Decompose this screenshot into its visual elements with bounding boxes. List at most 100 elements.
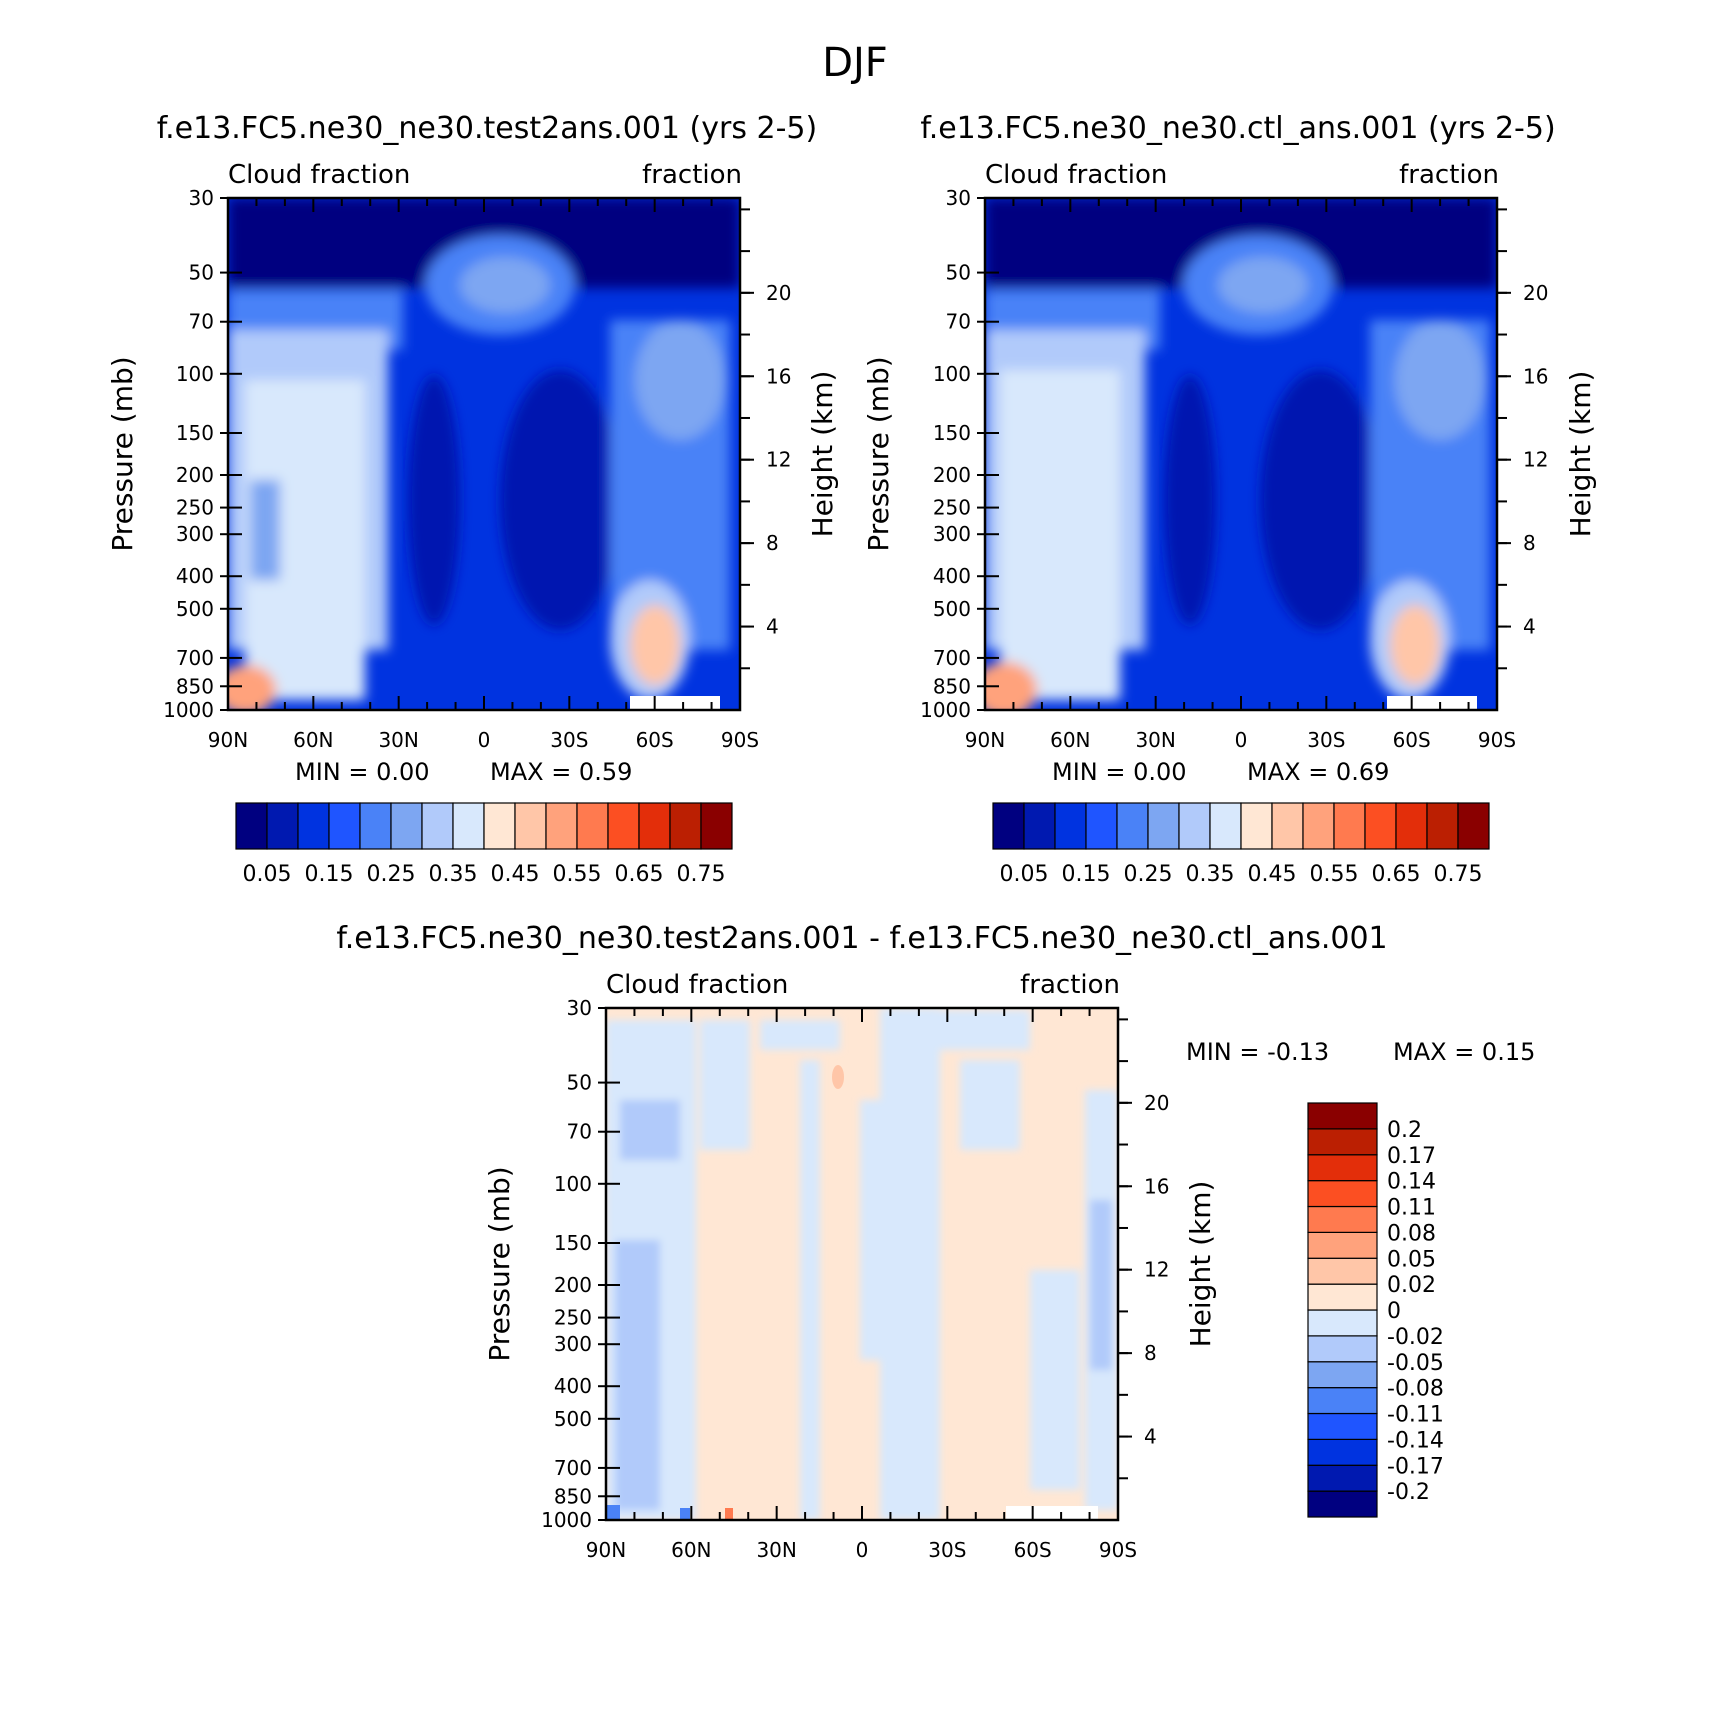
- colorbar-label: 0.2: [1387, 1118, 1422, 1143]
- colorbar-label: 0.05: [1387, 1247, 1436, 1272]
- y-tick-label: 50: [567, 1071, 592, 1095]
- colorbar-swatch: [1307, 1335, 1378, 1363]
- panel-difference: f.e13.FC5.ne30_ne30.test2ans.001 - f.e13…: [336, 921, 1535, 1562]
- colorbar-label: -0.14: [1387, 1428, 1444, 1453]
- colorbar-label: 0.75: [1434, 862, 1483, 887]
- colorbar-swatch: [1457, 802, 1490, 850]
- y-axis-label: Pressure (mb): [483, 1166, 516, 1361]
- contour-field: [228, 198, 740, 710]
- figure-title: DJF: [822, 40, 888, 86]
- colorbar-label: -0.17: [1387, 1454, 1444, 1479]
- colorbar-swatch: [359, 802, 392, 850]
- colorbar-label: 0.05: [243, 862, 292, 887]
- x-tick-label: 60N: [671, 1538, 711, 1562]
- panel-control: f.e13.FC5.ne30_ne30.ctl_ans.001 (yrs 2-5…: [862, 111, 1597, 887]
- colorbar-swatch: [1116, 802, 1149, 850]
- y2-tick-label: 4: [1144, 1425, 1157, 1449]
- y-tick-label: 100: [176, 362, 214, 386]
- colorbar-swatch: [1307, 1387, 1378, 1415]
- x-tick-label: 90S: [1099, 1538, 1137, 1562]
- y2-tick-label: 16: [766, 364, 791, 388]
- colorbar-swatch: [421, 802, 454, 850]
- colorbar-label: 0.65: [615, 862, 664, 887]
- y-tick-label: 850: [176, 674, 214, 698]
- right-label: fraction: [1399, 160, 1499, 190]
- colorbar-swatch: [1307, 1128, 1378, 1156]
- colorbar-label: 0.14: [1387, 1170, 1436, 1195]
- y-tick-label: 100: [933, 362, 971, 386]
- colorbar-label: -0.2: [1387, 1480, 1430, 1505]
- y-tick-label: 250: [933, 496, 971, 520]
- colorbar-swatch: [1054, 802, 1087, 850]
- colorbar: 0.20.170.140.110.080.050.020-0.02-0.05-0…: [1307, 1102, 1444, 1518]
- x-tick-label: 30S: [550, 728, 588, 752]
- y-tick-label: 150: [933, 421, 971, 445]
- colorbar-swatch: [328, 802, 361, 850]
- colorbar-label: -0.11: [1387, 1403, 1444, 1428]
- colorbar-swatch: [1240, 802, 1273, 850]
- y2-tick-label: 4: [766, 615, 779, 639]
- colorbar-swatch: [514, 802, 547, 850]
- y-tick-label: 250: [176, 496, 214, 520]
- y-tick-label: 150: [176, 421, 214, 445]
- y-tick-label: 1000: [163, 698, 214, 722]
- colorbar-label: 0.65: [1372, 862, 1421, 887]
- x-tick-label: 60S: [1014, 1538, 1052, 1562]
- colorbar-label: 0.15: [1062, 862, 1111, 887]
- colorbar-label: 0.35: [429, 862, 478, 887]
- x-tick-label: 30N: [756, 1538, 796, 1562]
- colorbar-swatch: [1307, 1257, 1378, 1285]
- y2-tick-label: 20: [766, 281, 791, 305]
- y2-axis-label: Height (km): [1184, 1181, 1217, 1348]
- x-tick-label: 90N: [965, 728, 1005, 752]
- y-tick-label: 200: [554, 1273, 592, 1297]
- y-tick-label: 30: [189, 186, 214, 210]
- colorbar-swatch: [545, 802, 578, 850]
- colorbar-swatch: [576, 802, 609, 850]
- min-text: MIN = 0.00: [1052, 758, 1187, 786]
- y2-tick-label: 8: [1523, 531, 1536, 555]
- x-tick-label: 60N: [293, 728, 333, 752]
- colorbar-label: 0.11: [1387, 1196, 1436, 1221]
- colorbar-label: -0.05: [1387, 1351, 1444, 1376]
- colorbar-swatch: [1307, 1180, 1378, 1208]
- y-tick-label: 500: [554, 1407, 592, 1431]
- colorbar-label: 0.25: [1124, 862, 1173, 887]
- axes: 90N 60N 30N 0 30S 60S 90S 30 50 70 100 150 200 250300…: [541, 996, 1169, 1562]
- x-tick-label: 30N: [1135, 728, 1175, 752]
- colorbar-swatch: [1178, 802, 1211, 850]
- right-label: fraction: [1020, 970, 1120, 1000]
- y-tick-label: 100: [554, 1172, 592, 1196]
- y-axis-label: Pressure (mb): [106, 356, 139, 551]
- colorbar-swatch: [1307, 1412, 1378, 1440]
- x-tick-label: 30N: [378, 728, 418, 752]
- y-tick-label: 300: [176, 522, 214, 546]
- colorbar-label: 0.35: [1186, 862, 1235, 887]
- colorbar-label: 0.45: [1248, 862, 1297, 887]
- x-tick-label: 0: [1235, 728, 1248, 752]
- y-tick-label: 70: [946, 310, 971, 334]
- colorbar-swatch: [1302, 802, 1335, 850]
- y2-tick-label: 16: [1144, 1174, 1169, 1198]
- y-tick-label: 500: [176, 597, 214, 621]
- y-tick-label: 700: [933, 646, 971, 670]
- colorbar-swatch: [266, 802, 299, 850]
- y-tick-label: 300: [933, 522, 971, 546]
- max-text: MAX = 0.69: [1247, 758, 1389, 786]
- x-tick-label: 60N: [1050, 728, 1090, 752]
- y-tick-label: 300: [554, 1332, 592, 1356]
- colorbar-swatch: [1307, 1205, 1378, 1233]
- colorbar-swatch: [1333, 802, 1366, 850]
- y2-tick-label: 8: [1144, 1341, 1157, 1365]
- colorbar-label: 0.45: [491, 862, 540, 887]
- colorbar-swatch: [1364, 802, 1397, 850]
- colorbar-swatch: [1307, 1154, 1378, 1182]
- colorbar-swatch: [1307, 1361, 1378, 1389]
- colorbar-swatch: [297, 802, 330, 850]
- y2-tick-label: 20: [1144, 1091, 1169, 1115]
- colorbar-label: 0.25: [367, 862, 416, 887]
- y-tick-label: 70: [567, 1120, 592, 1144]
- y-tick-label: 1000: [920, 698, 971, 722]
- colorbar-label: 0.15: [305, 862, 354, 887]
- y-tick-label: 400: [554, 1374, 592, 1398]
